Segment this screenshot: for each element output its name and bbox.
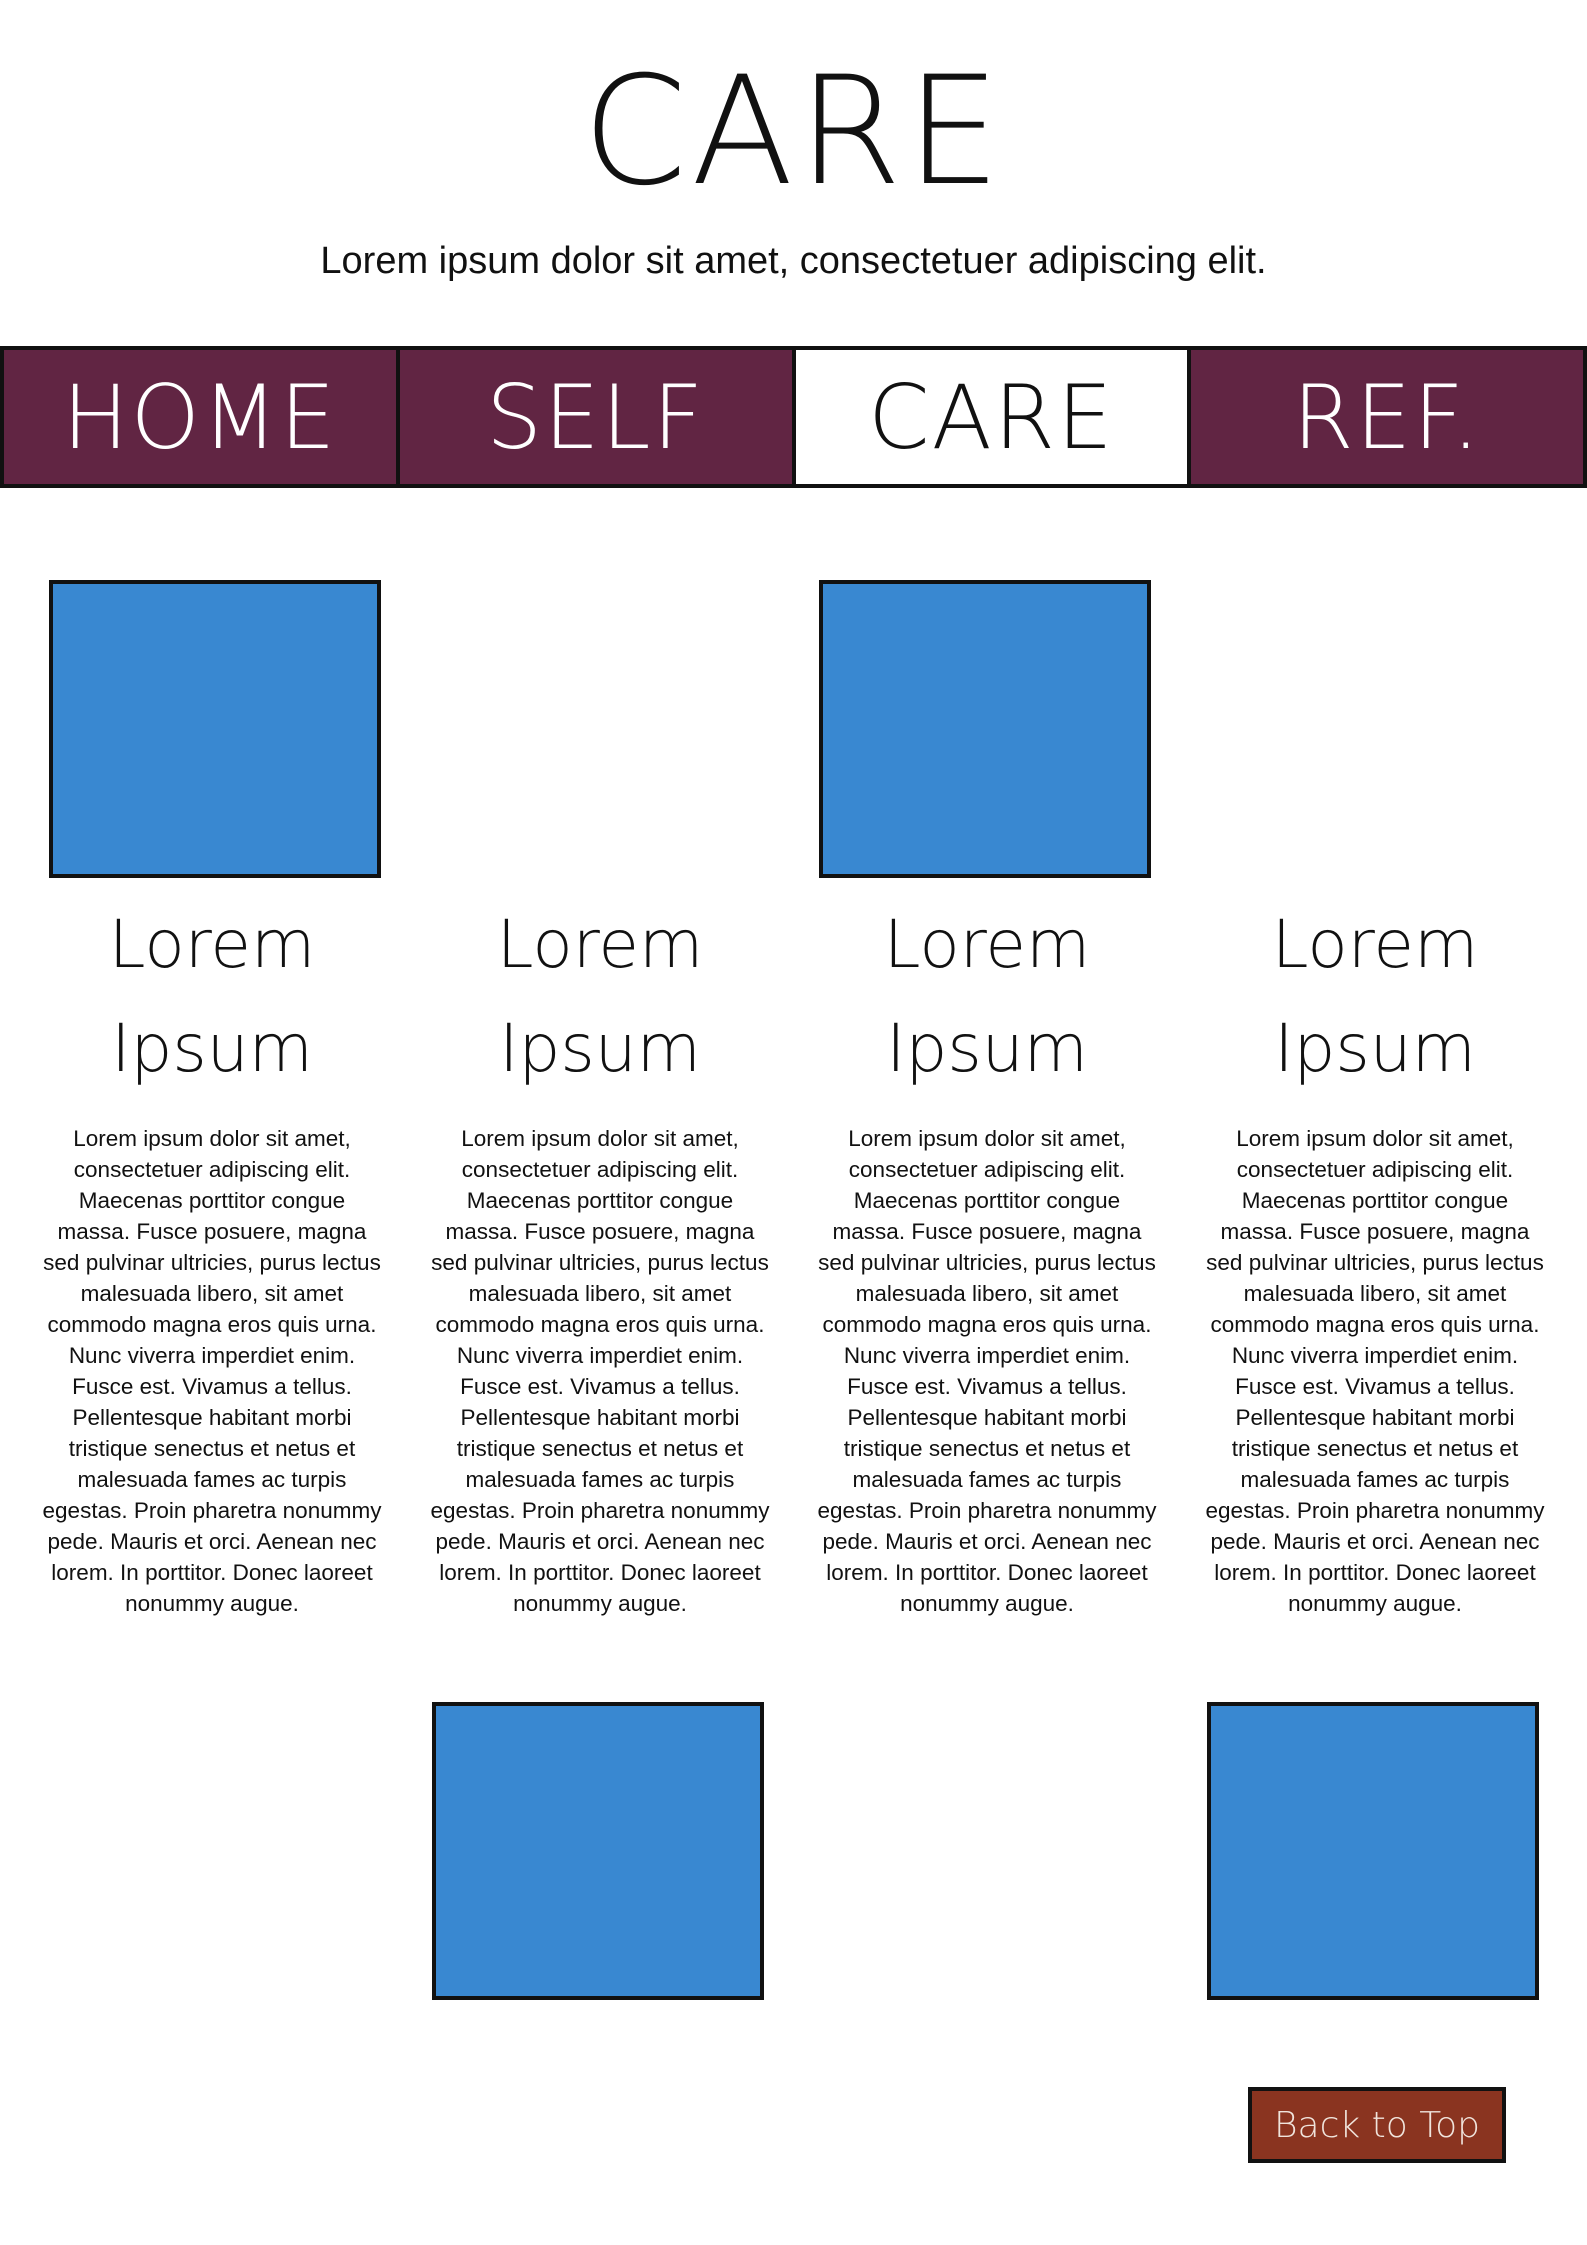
content-column-1: Lorem Ipsum Lorem ipsum dolor sit amet, … [42, 893, 382, 1619]
nav-tab-care[interactable]: CARE [795, 346, 1192, 488]
column-body: Lorem ipsum dolor sit amet, consectetuer… [817, 1126, 1157, 1616]
column-title-line2: Ipsum [1274, 1010, 1476, 1087]
column-body: Lorem ipsum dolor sit amet, consectetuer… [430, 1126, 770, 1616]
column-body: Lorem ipsum dolor sit amet, consectetuer… [42, 1126, 382, 1616]
column-title: Lorem Ipsum [430, 893, 770, 1101]
column-title-line1: Lorem [496, 906, 704, 983]
image-placeholder-2 [432, 1702, 764, 2000]
column-body: Lorem ipsum dolor sit amet, consectetuer… [1205, 1126, 1545, 1616]
content-column-3: Lorem Ipsum Lorem ipsum dolor sit amet, … [817, 893, 1157, 1619]
column-title: Lorem Ipsum [1205, 893, 1545, 1101]
column-title-line2: Ipsum [111, 1010, 313, 1087]
nav-tab-self[interactable]: SELF [399, 346, 796, 488]
image-placeholder-3 [819, 580, 1151, 878]
page-title: CARE [582, 45, 1005, 219]
back-to-top-button[interactable]: Back to Top [1248, 2087, 1506, 2163]
image-placeholder-1 [49, 580, 381, 878]
nav-tab-ref[interactable]: REF. [1191, 346, 1587, 488]
column-title-line1: Lorem [883, 906, 1091, 983]
page-subtitle: Lorem ipsum dolor sit amet, consectetuer… [320, 240, 1267, 282]
main-nav: HOME SELF CARE REF. [0, 346, 1587, 488]
image-placeholder-4 [1207, 1702, 1539, 2000]
content-column-2: Lorem Ipsum Lorem ipsum dolor sit amet, … [430, 893, 770, 1619]
column-title-line2: Ipsum [499, 1010, 701, 1087]
column-title-line1: Lorem [108, 906, 316, 983]
column-title-line1: Lorem [1271, 906, 1479, 983]
column-title: Lorem Ipsum [817, 893, 1157, 1101]
column-title: Lorem Ipsum [42, 893, 382, 1101]
column-title-line2: Ipsum [886, 1010, 1088, 1087]
content-column-4: Lorem Ipsum Lorem ipsum dolor sit amet, … [1205, 893, 1545, 1619]
nav-tab-home[interactable]: HOME [0, 346, 400, 488]
